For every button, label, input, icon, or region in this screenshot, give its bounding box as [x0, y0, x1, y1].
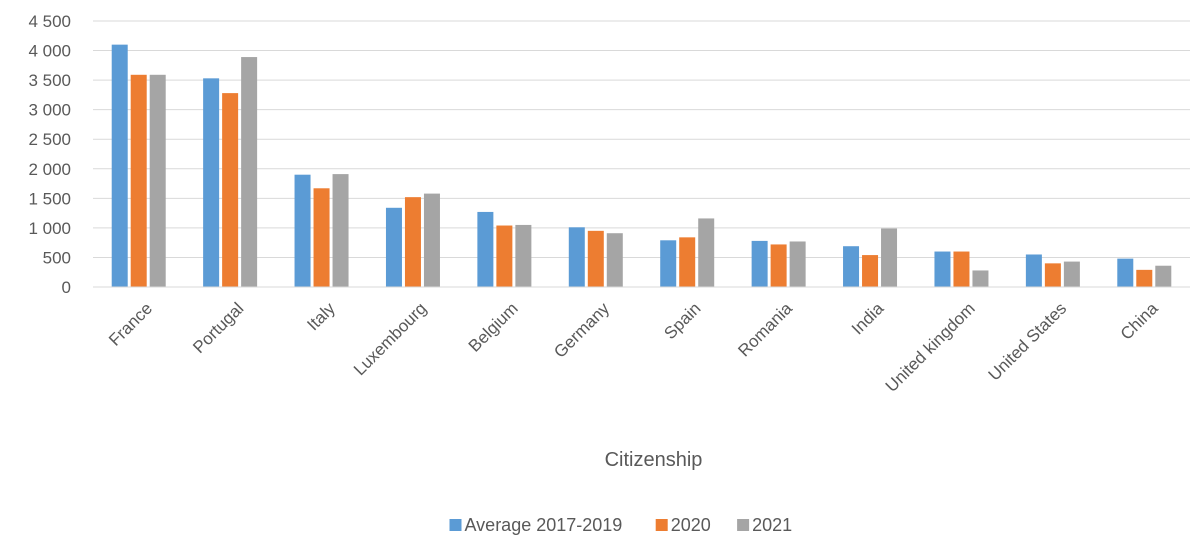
y-tick-label: 1 500	[28, 189, 71, 208]
bar-germany-average-2017-2019	[568, 227, 585, 287]
bar-luxembourg-average-2017-2019	[385, 207, 402, 287]
legend-label: 2020	[671, 515, 711, 535]
bar-china-average-2017-2019	[1117, 258, 1134, 287]
x-axis-categories: France Portugal Italy Luxembourg Belgium Germ…	[105, 298, 1162, 395]
y-tick-label: 2 000	[28, 160, 71, 179]
x-tick-label: United States	[985, 299, 1071, 385]
bar-united-kingdom-average-2017-2019	[934, 251, 951, 287]
bar-india-2020	[862, 255, 879, 287]
bar-germany-2021	[606, 233, 623, 287]
x-tick-label: United kingdom	[882, 299, 979, 396]
bar-india-average-2017-2019	[843, 246, 860, 287]
legend-label: 2021	[752, 515, 792, 535]
bar-romania-2020	[770, 244, 787, 287]
y-tick-label: 2 500	[28, 130, 71, 149]
x-tick-label: France	[105, 299, 156, 350]
bar-belgium-2021	[515, 224, 532, 287]
bar-china-2020	[1136, 269, 1153, 287]
bar-romania-2021	[789, 241, 806, 287]
bar-romania-average-2017-2019	[751, 240, 768, 287]
bar-spain-2021	[698, 218, 715, 287]
bar-italy-average-2017-2019	[294, 174, 311, 287]
bars	[111, 44, 1172, 288]
bar-france-2021	[149, 74, 166, 288]
x-tick-label: Belgium	[465, 299, 522, 356]
bar-italy-2021	[332, 174, 349, 287]
bar-belgium-average-2017-2019	[477, 211, 494, 287]
y-tick-label: 0	[62, 278, 71, 297]
x-tick-label: Italy	[303, 299, 339, 335]
legend: Average 2017-2019 2020 2021	[449, 515, 792, 535]
legend-item: 2021	[737, 515, 792, 535]
bar-spain-2020	[679, 237, 696, 287]
bar-united-states-2021	[1063, 261, 1080, 287]
bar-italy-2020	[313, 188, 330, 287]
legend-item: Average 2017-2019	[449, 515, 623, 535]
legend-swatch	[737, 519, 750, 531]
bar-belgium-2020	[496, 225, 513, 287]
bar-united-states-2020	[1044, 263, 1061, 287]
bar-india-2021	[881, 228, 898, 287]
legend-swatch	[655, 519, 668, 531]
bar-portugal-2021	[241, 57, 258, 288]
bar-spain-average-2017-2019	[660, 240, 677, 287]
x-tick-label: India	[848, 299, 888, 339]
y-tick-label: 3 000	[28, 101, 71, 120]
legend-label: Average 2017-2019	[465, 515, 623, 535]
y-tick-label: 1 000	[28, 219, 71, 238]
bar-france-2020	[130, 74, 147, 288]
gridlines	[93, 20, 1190, 258]
x-tick-label: Luxembourg	[350, 299, 430, 379]
bar-united-states-average-2017-2019	[1025, 254, 1042, 287]
bar-luxembourg-2021	[423, 193, 440, 287]
bar-china-2021	[1155, 265, 1172, 287]
bar-luxembourg-2020	[404, 197, 421, 287]
x-tick-label: Germany	[550, 299, 613, 362]
x-axis-title: Citizenship	[605, 449, 703, 471]
y-tick-label: 4 000	[28, 42, 71, 61]
bar-portugal-2020	[222, 93, 239, 287]
y-tick-label: 3 500	[28, 71, 71, 90]
y-tick-label: 4 500	[28, 12, 71, 31]
x-tick-label: Romania	[734, 299, 796, 361]
x-tick-label: Portugal	[189, 299, 247, 357]
bar-united-kingdom-2021	[972, 270, 989, 287]
x-tick-label: Spain	[660, 299, 704, 343]
bar-united-kingdom-2020	[953, 251, 970, 287]
bar-portugal-average-2017-2019	[203, 78, 220, 288]
x-tick-label: China	[1117, 298, 1162, 343]
legend-item: 2020	[655, 515, 711, 535]
bar-germany-2020	[587, 230, 604, 287]
y-tick-label: 500	[43, 248, 71, 267]
legend-swatch	[449, 519, 462, 531]
y-axis-ticks: 0 500 1 000 1 500 2 000 2 500 3 000 3 500 4 000 4…	[28, 12, 71, 297]
bar-france-average-2017-2019	[111, 44, 128, 288]
